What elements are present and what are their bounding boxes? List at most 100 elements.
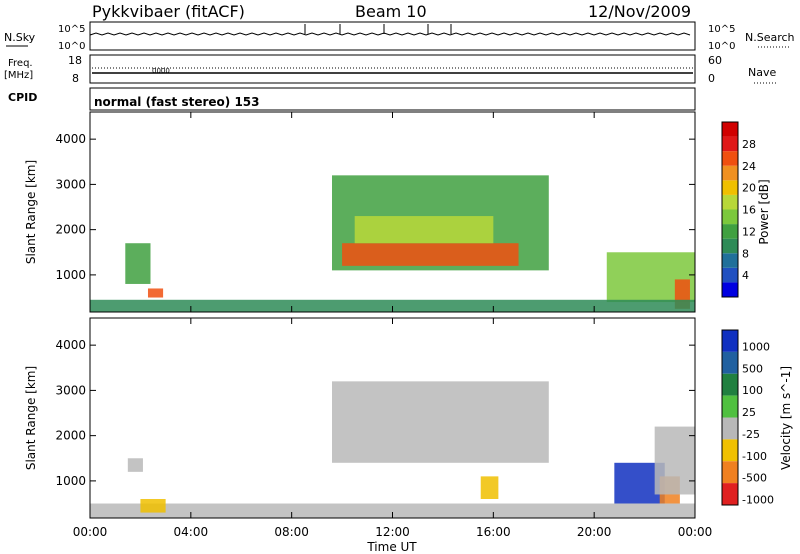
noise-sky-trace [89,32,691,36]
colorbar-swatch [722,238,738,254]
frequency-panel: Freq. [MHz] 18 8 60 0 Nave 0000 [4,54,778,85]
heatmap-cell [90,299,695,312]
x-tick-label: 16:00 [476,525,511,539]
heatmap-cell [127,458,143,472]
y-tick-label: 2000 [55,429,86,443]
colorbar-swatch [722,330,738,352]
noise-tick-bottom-right: 10^0 [708,41,735,52]
velocity-x-axis: 00:00 04:00 08:00 12:00 16:00 20:00 00:00 [73,318,713,539]
cpid-panel: CPID normal (fast stereo) 153 [8,87,696,111]
colorbar-tick-label: -100 [742,450,767,463]
power-colorbar: 28 24 20 16 12 8 4 [721,121,756,298]
y-tick-label: 3000 [55,383,86,397]
nave-tick-top: 60 [708,54,722,67]
colorbar-swatch [722,351,738,374]
frequency-tick-top: 18 [68,54,82,67]
colorbar-tick-label: -1000 [742,494,774,507]
colorbar-tick-label: 500 [742,362,763,375]
heatmap-cell [354,216,494,244]
power-panel: 4000 3000 2000 1000 Slant Range [km] 28 24 20… [24,111,771,313]
colorbar-swatch [722,151,738,166]
x-tick-label: 04:00 [174,525,209,539]
colorbar-tick-label: 12 [742,225,756,238]
noise-sky-label: N.Sky [4,31,36,44]
colorbar-frame [721,329,739,506]
power-y-axis: 4000 3000 2000 1000 [55,132,695,282]
y-tick-label: 3000 [55,177,86,191]
power-heatmap-cells [90,175,695,312]
velocity-panel: 4000 3000 2000 1000 00:00 04:00 08:00 12:00 16:… [24,317,793,554]
x-tick-label: 00:00 [678,525,713,539]
colorbar-tick-label: 8 [742,247,749,260]
colorbar-swatch [722,209,738,225]
x-tick-label: 08:00 [274,525,309,539]
noise-tick-top-left: 10^5 [58,24,85,35]
power-x-axis [89,112,696,312]
noise-tick-bottom-left: 10^0 [58,41,85,52]
colorbar-tick-label: 100 [742,384,763,397]
colorbar-swatch [722,461,738,484]
cpid-label: CPID [8,91,37,104]
noise-spikes [304,24,452,34]
frequency-trace-marker: 0000 [152,67,170,75]
frequency-label-line2: [MHz] [4,70,33,81]
x-tick-label: 20:00 [577,525,612,539]
frequency-label-line1: Freq. [8,58,33,69]
y-tick-label: 2000 [55,223,86,237]
colorbar-swatch [722,224,738,239]
colorbar-frame [721,121,739,298]
velocity-y-axis: 4000 3000 2000 1000 [55,338,695,488]
cpid-text: normal (fast stereo) 153 [94,95,260,109]
velocity-colorbar-label: Velocity [m s^-1] [779,366,793,470]
time-axis-label: Time UT [366,540,417,554]
heatmap-cell [140,498,166,513]
heatmap-cell [90,503,695,518]
colorbar-swatch [722,439,738,462]
colorbar-tick-label: -500 [742,472,767,485]
frequency-tick-bottom: 8 [72,72,79,85]
radar-title: Pykkvibaer (fitACF) [92,2,245,21]
y-tick-label: 1000 [55,474,86,488]
colorbar-swatch [722,267,738,283]
colorbar-tick-label: 24 [742,160,756,173]
date-label: 12/Nov/2009 [588,2,691,21]
colorbar-swatch [722,194,738,210]
colorbar-tick-label: 20 [742,182,756,195]
heatmap-cell [654,426,695,495]
noise-panel-frame [89,21,696,51]
colorbar-swatch [722,417,738,440]
heatmap-cell [480,476,499,499]
y-tick-label: 4000 [55,132,86,146]
colorbar-swatch [722,253,738,268]
power-colorbar-label: Power [dB] [757,179,771,244]
beam-label: Beam 10 [355,2,427,21]
velocity-heatmap-cells [90,381,695,518]
colorbar-swatch [722,395,738,418]
nave-tick-bottom: 0 [708,72,715,85]
colorbar-tick-label: 25 [742,406,756,419]
x-tick-label: 12:00 [375,525,410,539]
y-tick-label: 4000 [55,338,86,352]
heatmap-cell [125,243,151,284]
colorbar-tick-label: 28 [742,138,756,151]
heatmap-cell [342,243,519,266]
x-tick-label: 00:00 [73,525,108,539]
noise-search-label: N.Search [745,31,795,44]
power-ylabel: Slant Range [km] [24,160,38,264]
cpid-panel-frame [89,87,696,111]
colorbar-swatch [722,165,738,181]
noise-panel: N.Sky 10^5 10^0 10^5 10^0 N.Search [4,21,795,52]
colorbar-swatch [722,122,738,137]
colorbar-swatch [722,282,738,297]
frequency-panel-frame [89,54,696,84]
colorbar-swatch [722,180,738,195]
colorbar-tick-label: -25 [742,428,760,441]
heatmap-cell [332,381,549,463]
colorbar-swatch [722,136,738,152]
velocity-ylabel: Slant Range [km] [24,366,38,470]
velocity-colorbar: 1000 500 100 25 -25 -100 -500 -1000 [721,329,774,507]
colorbar-swatch [722,373,738,396]
nave-label: Nave [748,66,776,79]
y-tick-label: 1000 [55,268,86,282]
